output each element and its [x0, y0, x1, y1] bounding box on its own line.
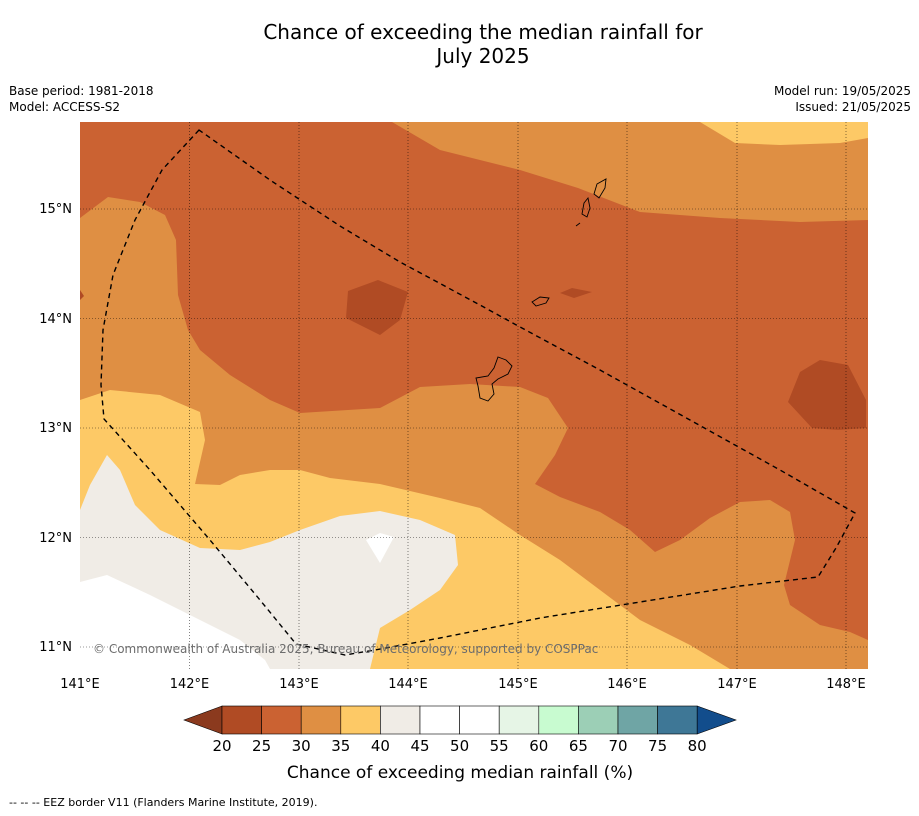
lat-tick-15n: 15°N [39, 202, 72, 217]
colorbar-45-50 [419, 705, 460, 735]
island-guam [475, 356, 513, 402]
colorbar-30-35 [300, 705, 342, 735]
eez-footnote: -- -- -- EEZ border V11 (Flanders Marine… [9, 796, 318, 809]
copyright-text: © Commonwealth of Australia 2025, Bureau… [93, 642, 598, 656]
cbar-tick-25: 25 [252, 737, 271, 755]
cbar-tick-60: 60 [529, 737, 548, 755]
island-aguijan [575, 222, 581, 227]
meta-left: Base period: 1981-2018 Model: ACCESS-S2 [9, 83, 154, 115]
base-period-text: Base period: 1981-2018 [9, 84, 154, 98]
lon-tick-142e: 142°E [170, 677, 210, 692]
zone-35-40-ne [700, 122, 868, 145]
colorbar-extend-low [183, 705, 223, 735]
lon-tick-labels: 141°E 142°E 143°E 144°E 145°E 146°E 147°… [60, 677, 866, 692]
map-title: Chance of exceeding the median rainfall … [0, 20, 919, 68]
colorbar-40-45 [380, 705, 421, 735]
colorbar-75-80 [657, 705, 698, 735]
zone-20-25-d [80, 290, 84, 300]
cbar-tick-30: 30 [292, 737, 311, 755]
title-line-2: July 2025 [436, 44, 530, 68]
colorbar-extend-high [696, 705, 737, 735]
cbar-tick-40: 40 [371, 737, 390, 755]
colorbar-65-70 [578, 705, 619, 735]
colorbar-35-40 [340, 705, 381, 735]
cbar-tick-80: 80 [688, 737, 707, 755]
cbar-tick-50: 50 [450, 737, 469, 755]
zone-45-50-patch [366, 533, 394, 563]
issued-text: Issued: 21/05/2025 [795, 100, 911, 114]
lat-tick-13n: 13°N [39, 421, 72, 436]
colorbar-50-55 [459, 705, 500, 735]
colorbar [183, 705, 737, 735]
cbar-tick-65: 65 [569, 737, 588, 755]
cbar-tick-70: 70 [608, 737, 627, 755]
lon-tick-148e: 148°E [826, 677, 866, 692]
lat-tick-12n: 12°N [39, 531, 72, 546]
colorbar-60-65 [538, 705, 579, 735]
eez-border [100, 129, 856, 656]
cbar-tick-75: 75 [648, 737, 667, 755]
lat-tick-14n: 14°N [39, 312, 72, 327]
gridlines [80, 122, 868, 669]
island-rota [531, 296, 550, 307]
cbar-tick-20: 20 [212, 737, 231, 755]
lat-tick-11n: 11°N [39, 640, 72, 655]
zone-45-50-sw [80, 575, 270, 669]
lon-tick-147e: 147°E [717, 677, 757, 692]
lon-tick-144e: 144°E [388, 677, 428, 692]
cbar-tick-35: 35 [331, 737, 350, 755]
lat-tick-labels: 15°N 14°N 13°N 12°N 11°N [39, 202, 72, 655]
cbar-tick-55: 55 [490, 737, 509, 755]
colorbar-70-75 [617, 705, 658, 735]
lon-tick-143e: 143°E [279, 677, 319, 692]
model-text: Model: ACCESS-S2 [9, 100, 121, 114]
colorbar-label: Chance of exceeding median rainfall (%) [287, 763, 633, 783]
rainfall-map: © Commonwealth of Australia 2025, Bureau… [80, 122, 868, 669]
zone-25-30-main [80, 122, 868, 640]
island-saipan [593, 178, 607, 199]
colorbar-tick-labels: 20 25 30 35 40 45 50 55 60 65 70 75 80 [212, 737, 706, 755]
model-run-text: Model run: 19/05/2025 [773, 84, 911, 98]
zone-20-25-c [560, 288, 592, 298]
zone-20-25-a [346, 280, 408, 335]
colorbar-20-25 [221, 705, 262, 735]
lon-tick-145e: 145°E [498, 677, 538, 692]
lon-tick-146e: 146°E [607, 677, 647, 692]
lon-tick-141e: 141°E [60, 677, 100, 692]
colorbar-25-30 [261, 705, 302, 735]
title-line-1: Chance of exceeding the median rainfall … [263, 20, 703, 44]
colorbar-55-60 [498, 705, 540, 735]
island-tinian [581, 196, 591, 218]
meta-right: Model run: 19/05/2025 Issued: 21/05/2025 [774, 83, 911, 115]
cbar-tick-45: 45 [410, 737, 429, 755]
zone-20-25-b [788, 360, 866, 430]
